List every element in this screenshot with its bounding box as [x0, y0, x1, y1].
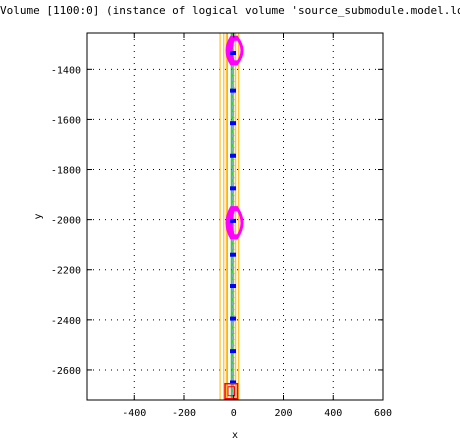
- x-tick-label: -200: [172, 408, 196, 419]
- end-box-inner: [227, 386, 235, 397]
- marker: [230, 380, 237, 385]
- x-tick-label: 0: [231, 408, 237, 419]
- marker: [230, 252, 237, 257]
- x-tick-label: 200: [274, 408, 292, 419]
- marker: [230, 153, 237, 158]
- end-box: [224, 382, 239, 400]
- y-tick-label: -2200: [51, 266, 81, 277]
- outer-body-outline: [219, 33, 240, 400]
- marker: [230, 316, 237, 321]
- x-tick-label: -400: [122, 408, 146, 419]
- marker: [230, 349, 237, 354]
- marker: [230, 186, 237, 191]
- grid: [87, 33, 384, 400]
- y-axis-label: y: [33, 213, 44, 219]
- marker: [230, 51, 237, 56]
- y-tick-label: -2400: [51, 316, 81, 327]
- marker: [230, 88, 237, 93]
- marker: [230, 121, 237, 126]
- page-title: Volume [1100:0] (instance of logical vol…: [0, 4, 460, 17]
- y-tick-label: -1800: [51, 166, 81, 177]
- magnet-pole: [235, 36, 244, 65]
- y-tick-label: -1600: [51, 115, 81, 126]
- x-axis-label: x: [232, 430, 238, 441]
- magnet-pole: [235, 207, 244, 239]
- marker: [230, 284, 237, 289]
- y-tick-label: -1400: [51, 65, 81, 76]
- x-tick-label: 600: [374, 408, 392, 419]
- marker: [230, 218, 237, 223]
- y-tick-label: -2600: [51, 366, 81, 377]
- plot-frame: [86, 32, 384, 401]
- x-tick-label: 400: [324, 408, 342, 419]
- y-tick-label: -2000: [51, 216, 81, 227]
- ticks: -400 -200 0 200 400 600-1400-1600-1800-2000-2…: [51, 33, 392, 419]
